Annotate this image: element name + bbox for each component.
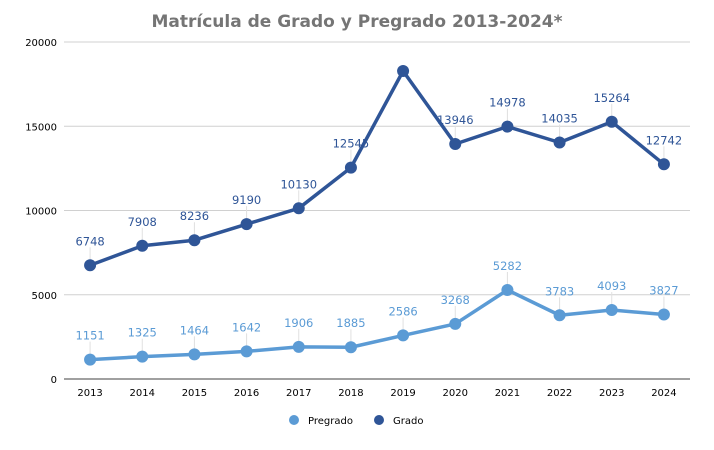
data-label: 1885 bbox=[336, 316, 365, 330]
y-tick-label: 5000 bbox=[32, 291, 57, 302]
data-point bbox=[449, 317, 462, 330]
data-point bbox=[553, 136, 566, 149]
data-point bbox=[188, 348, 201, 361]
series-grado: 6748 7908 8236 9190 10130 12545 13946 14978 1403… bbox=[75, 64, 683, 272]
chart-title: Matrícula de Grado y Pregrado 2013-2024* bbox=[151, 12, 562, 32]
data-label: 2586 bbox=[388, 304, 417, 318]
data-point bbox=[605, 115, 618, 128]
data-label: 12742 bbox=[646, 133, 683, 147]
x-tick-label: 2019 bbox=[390, 388, 415, 399]
data-point bbox=[240, 345, 253, 358]
data-label: 3827 bbox=[649, 284, 678, 298]
x-axis: 2013 2014 2015 2016 2017 2018 2019 2020 2021 2022… bbox=[64, 378, 690, 399]
data-point bbox=[240, 218, 253, 231]
data-label: 1151 bbox=[75, 329, 104, 343]
data-label: 8236 bbox=[180, 209, 209, 223]
x-tick-label: 2018 bbox=[338, 388, 363, 399]
series-pregrado: 1151 1325 1464 1642 1906 1885 2586 3268 5282 3783… bbox=[75, 259, 679, 366]
data-point bbox=[657, 158, 670, 171]
data-label: 14035 bbox=[541, 112, 578, 126]
legend-label-pregrado: Pregrado bbox=[308, 416, 353, 427]
x-tick-label: 2017 bbox=[286, 388, 311, 399]
data-point bbox=[449, 138, 462, 151]
data-point bbox=[605, 304, 618, 317]
data-point bbox=[292, 202, 305, 215]
data-point bbox=[553, 309, 566, 322]
data-point bbox=[84, 353, 97, 366]
data-label: 15264 bbox=[593, 91, 630, 105]
y-tick-label: 20000 bbox=[25, 38, 57, 49]
data-label: 3268 bbox=[441, 293, 470, 307]
x-tick-label: 2013 bbox=[77, 388, 102, 399]
data-label: 3783 bbox=[545, 284, 574, 298]
y-tick-label: 15000 bbox=[25, 122, 57, 133]
x-tick-label: 2020 bbox=[443, 388, 468, 399]
x-tick-label: 2015 bbox=[182, 388, 207, 399]
gridlines bbox=[64, 41, 690, 296]
y-axis-ticks: 0 5000 10000 15000 20000 bbox=[25, 38, 57, 386]
data-point bbox=[657, 308, 670, 321]
legend-marker-pregrado bbox=[289, 415, 299, 425]
data-label: 12545 bbox=[333, 137, 370, 151]
y-tick-label: 10000 bbox=[25, 207, 57, 218]
data-label: 1642 bbox=[232, 320, 261, 334]
legend-marker-grado bbox=[374, 415, 384, 425]
series-group: 1151 1325 1464 1642 1906 1885 2586 3268 5282 3783… bbox=[75, 64, 683, 366]
data-label: 5282 bbox=[493, 259, 522, 273]
data-point bbox=[136, 239, 149, 252]
data-point bbox=[397, 329, 410, 342]
legend-label-grado: Grado bbox=[393, 416, 423, 427]
data-point bbox=[136, 350, 149, 363]
x-tick-label: 2014 bbox=[130, 388, 155, 399]
data-label: 1906 bbox=[284, 316, 313, 330]
data-label: 10130 bbox=[280, 177, 317, 191]
data-label: 13946 bbox=[437, 113, 474, 127]
data-point bbox=[344, 341, 357, 354]
data-point bbox=[344, 161, 357, 174]
data-label: 7908 bbox=[128, 215, 157, 229]
x-tick-label: 2022 bbox=[547, 388, 572, 399]
data-point bbox=[84, 259, 97, 272]
data-point bbox=[188, 234, 201, 247]
data-label: 6748 bbox=[75, 234, 104, 248]
data-label: 14978 bbox=[489, 96, 526, 110]
series-line bbox=[89, 69, 666, 267]
data-label: 1464 bbox=[180, 323, 209, 337]
data-label: 1325 bbox=[128, 326, 157, 340]
data-point bbox=[501, 283, 514, 296]
y-tick-label: 0 bbox=[51, 375, 57, 386]
data-point bbox=[292, 340, 305, 353]
x-tick-label: 2023 bbox=[599, 388, 624, 399]
data-point bbox=[501, 120, 514, 133]
x-tick-label: 2024 bbox=[651, 388, 676, 399]
series-line bbox=[89, 288, 665, 362]
data-point bbox=[397, 64, 410, 77]
x-tick-label: 2021 bbox=[495, 388, 520, 399]
data-label: 9190 bbox=[232, 193, 261, 207]
x-tick-label: 2016 bbox=[234, 388, 259, 399]
legend: Pregrado Grado bbox=[289, 415, 423, 427]
data-label: 4093 bbox=[597, 279, 626, 293]
